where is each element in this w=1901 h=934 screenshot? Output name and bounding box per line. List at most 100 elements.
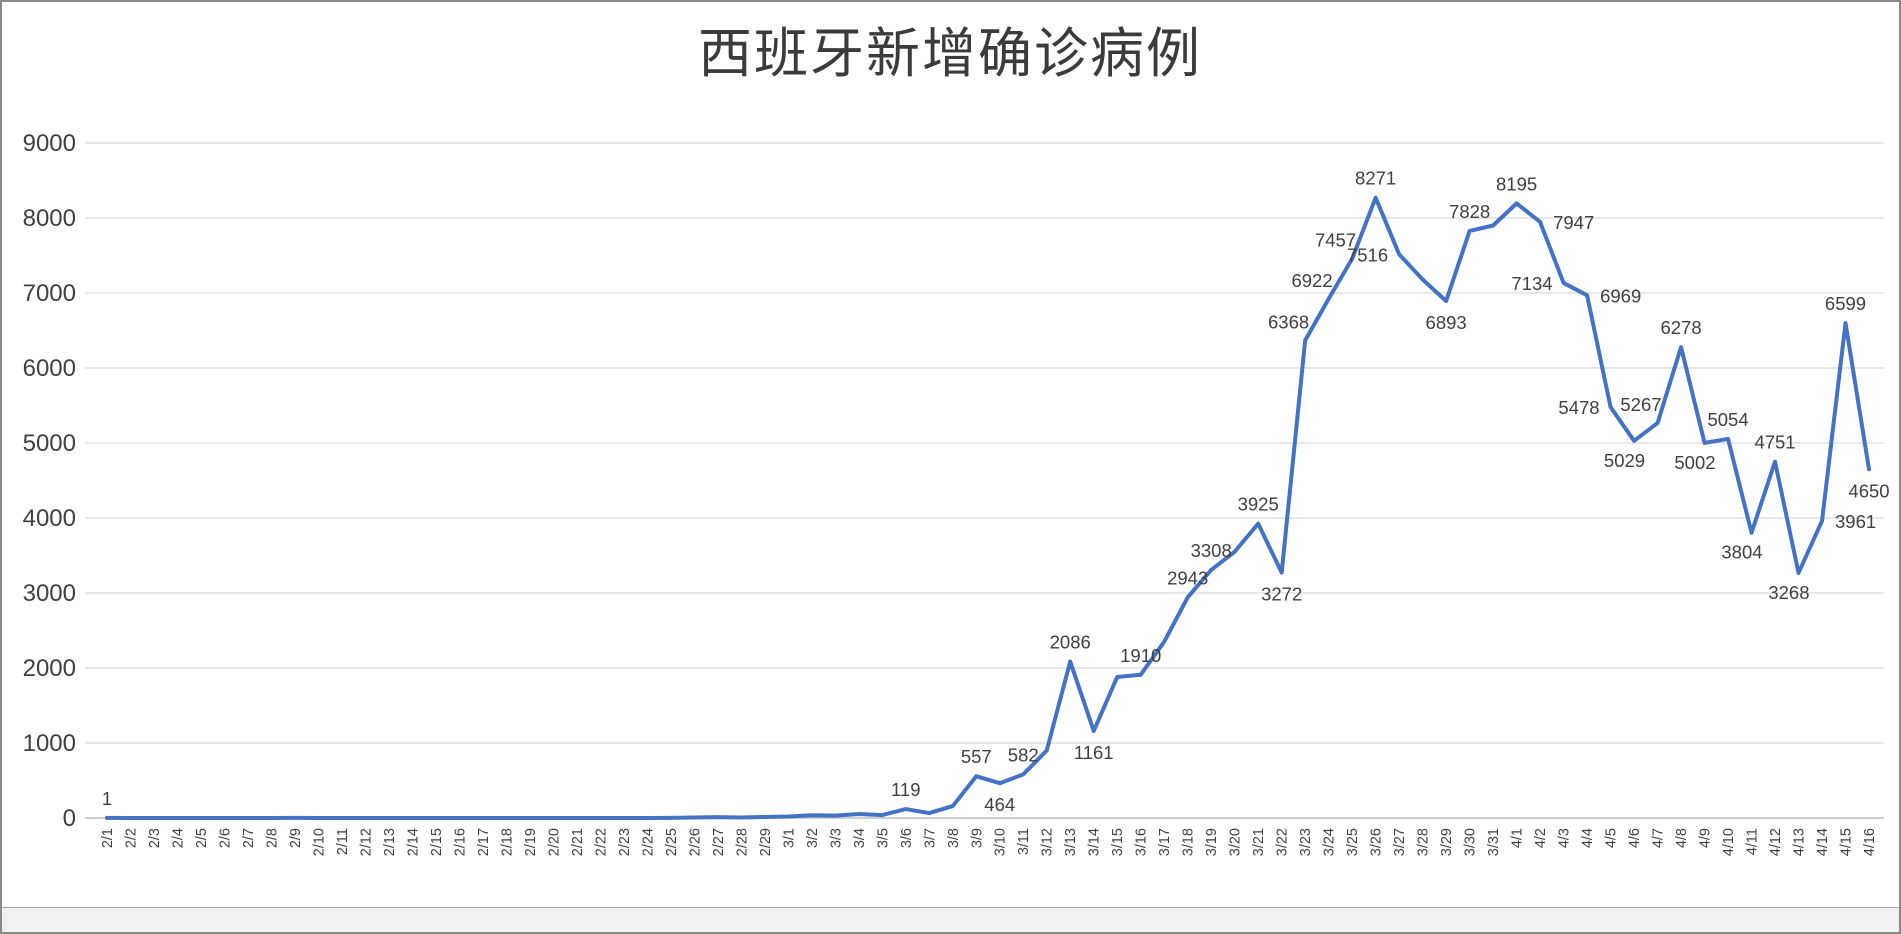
x-tick-label: 4/8 bbox=[1674, 828, 1690, 848]
x-tick-label: 2/27 bbox=[711, 828, 727, 856]
x-tick-label: 3/29 bbox=[1439, 828, 1455, 856]
x-tick-label: 3/4 bbox=[852, 828, 868, 848]
x-tick-label: 2/13 bbox=[382, 828, 398, 856]
x-tick-label: 2/17 bbox=[476, 828, 492, 856]
y-tick-label: 0 bbox=[63, 805, 76, 832]
y-tick-label: 4000 bbox=[23, 505, 76, 532]
x-tick-label: 2/4 bbox=[170, 828, 186, 848]
x-tick-label: 2/1 bbox=[100, 828, 116, 848]
data-label: 5002 bbox=[1674, 452, 1715, 473]
x-tick-label: 3/8 bbox=[946, 828, 962, 848]
x-tick-label: 2/26 bbox=[687, 828, 703, 856]
y-tick-label: 5000 bbox=[23, 430, 76, 457]
y-tick-label: 7000 bbox=[23, 280, 76, 307]
y-tick-label: 3000 bbox=[23, 580, 76, 607]
data-label: 1161 bbox=[1074, 742, 1114, 763]
x-tick-label: 4/5 bbox=[1604, 828, 1620, 848]
data-label: 4751 bbox=[1754, 432, 1795, 453]
x-tick-label: 3/10 bbox=[993, 828, 1009, 856]
data-label: 7947 bbox=[1553, 212, 1594, 233]
x-tick-label: 2/16 bbox=[452, 828, 468, 856]
data-label: 4650 bbox=[1848, 480, 1889, 501]
data-label: 7516 bbox=[1347, 244, 1388, 265]
x-tick-label: 3/20 bbox=[1228, 828, 1244, 856]
x-tick-label: 3/2 bbox=[805, 828, 821, 848]
x-tick-label: 2/22 bbox=[593, 828, 609, 856]
data-label: 7457 bbox=[1315, 230, 1356, 251]
data-label: 557 bbox=[961, 746, 992, 767]
x-tick-label: 2/2 bbox=[123, 828, 139, 848]
data-label: 6922 bbox=[1291, 270, 1332, 291]
x-tick-label: 2/12 bbox=[358, 828, 374, 856]
x-tick-label: 2/20 bbox=[546, 828, 562, 856]
x-tick-label: 3/18 bbox=[1181, 828, 1197, 856]
x-tick-label: 4/13 bbox=[1792, 828, 1808, 856]
x-tick-label: 3/26 bbox=[1369, 828, 1385, 856]
x-tick-label: 4/1 bbox=[1510, 828, 1526, 848]
data-label: 8271 bbox=[1355, 168, 1396, 189]
x-tick-label: 2/18 bbox=[499, 828, 515, 856]
x-tick-label: 3/3 bbox=[828, 828, 844, 848]
data-label: 7828 bbox=[1449, 201, 1490, 222]
x-tick-label: 3/24 bbox=[1322, 828, 1338, 856]
data-label: 119 bbox=[891, 779, 921, 800]
y-tick-label: 1000 bbox=[23, 730, 76, 757]
x-tick-label: 2/9 bbox=[288, 828, 304, 848]
y-tick-label: 6000 bbox=[23, 355, 76, 382]
x-tick-label: 3/12 bbox=[1040, 828, 1056, 856]
x-tick-label: 4/12 bbox=[1768, 828, 1784, 856]
chart-container: 西班牙新增确诊病例 0 1000 2000 3000 4000 5000 6000 7000 8… bbox=[2, 2, 1899, 908]
y-tick-label: 9000 bbox=[23, 130, 76, 157]
x-tick-label: 4/10 bbox=[1721, 828, 1737, 856]
data-label: 3268 bbox=[1768, 582, 1809, 603]
data-label: 3804 bbox=[1721, 542, 1762, 563]
x-tick-label: 3/16 bbox=[1134, 828, 1150, 856]
x-tick-label: 3/28 bbox=[1416, 828, 1432, 856]
x-tick-label: 4/4 bbox=[1580, 828, 1596, 848]
data-label: 3961 bbox=[1835, 511, 1876, 532]
data-label: 8195 bbox=[1496, 173, 1537, 194]
y-tick-label: 2000 bbox=[23, 655, 76, 682]
data-label: 6969 bbox=[1600, 285, 1641, 306]
data-label: 1910 bbox=[1120, 645, 1161, 666]
data-label: 5267 bbox=[1620, 394, 1661, 415]
x-tick-label: 2/28 bbox=[734, 828, 750, 856]
x-tick-label: 2/8 bbox=[264, 828, 280, 848]
x-tick-label: 2/23 bbox=[617, 828, 633, 856]
x-tick-label: 2/29 bbox=[758, 828, 774, 856]
x-tick-label: 2/7 bbox=[241, 828, 257, 848]
x-tick-label: 2/10 bbox=[311, 828, 327, 856]
x-tick-label: 3/19 bbox=[1204, 828, 1220, 856]
window-bottom-strip bbox=[2, 907, 1899, 932]
x-tick-label: 4/3 bbox=[1557, 828, 1573, 848]
plot-area: 0 1000 2000 3000 4000 5000 6000 7000 8000 9000 2/1… bbox=[23, 130, 1890, 856]
x-tick-label: 4/15 bbox=[1839, 828, 1855, 856]
x-tick-label: 3/22 bbox=[1275, 828, 1291, 856]
data-label: 464 bbox=[984, 794, 1015, 815]
data-label: 3308 bbox=[1191, 540, 1232, 561]
x-tick-label: 3/5 bbox=[875, 828, 891, 848]
x-tick-label: 3/15 bbox=[1110, 828, 1126, 856]
x-tick-label: 2/6 bbox=[217, 828, 233, 848]
x-tick-label: 3/27 bbox=[1392, 828, 1408, 856]
x-tick-label: 3/9 bbox=[969, 828, 985, 848]
series-line bbox=[105, 195, 1871, 820]
x-tick-label: 3/25 bbox=[1345, 828, 1361, 856]
data-label: 5054 bbox=[1707, 409, 1748, 430]
x-tick-label: 2/21 bbox=[570, 828, 586, 856]
x-tick-label: 2/5 bbox=[194, 828, 210, 848]
x-tick-label: 3/11 bbox=[1016, 828, 1032, 855]
x-tick-label: 2/15 bbox=[429, 828, 445, 856]
x-tick-label: 3/6 bbox=[899, 828, 915, 848]
y-tick-label: 8000 bbox=[23, 205, 76, 232]
x-tick-label: 2/11 bbox=[335, 828, 351, 855]
x-tick-label: 4/9 bbox=[1698, 828, 1714, 848]
x-tick-label: 4/16 bbox=[1862, 828, 1878, 856]
data-label: 582 bbox=[1008, 744, 1039, 765]
line-chart-svg: 西班牙新增确诊病例 0 1000 2000 3000 4000 5000 6000 7000 8… bbox=[23, 24, 1890, 856]
data-label: 5029 bbox=[1604, 450, 1645, 471]
data-label: 3272 bbox=[1261, 584, 1302, 605]
x-tick-label: 3/23 bbox=[1298, 828, 1314, 856]
x-tick-label: 3/30 bbox=[1463, 828, 1479, 856]
x-tick-label: 2/3 bbox=[147, 828, 163, 848]
